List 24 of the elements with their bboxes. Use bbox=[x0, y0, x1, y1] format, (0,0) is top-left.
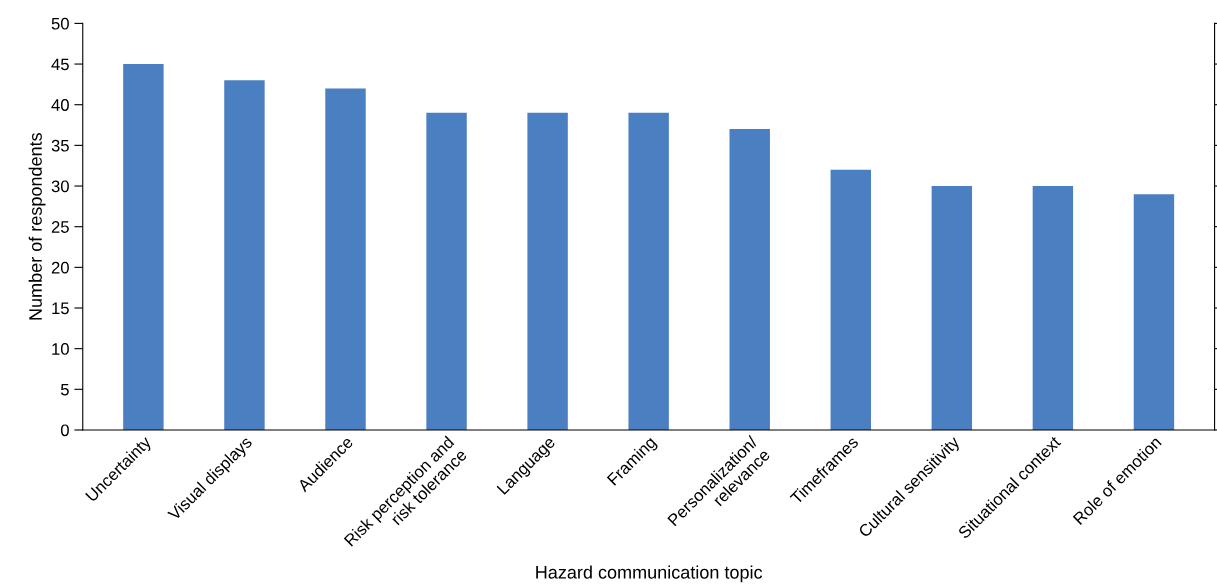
y-tick-label: 0 bbox=[60, 424, 69, 437]
bar bbox=[830, 169, 871, 430]
y-tick-label: 50 bbox=[51, 17, 69, 30]
y-tick-label: 10 bbox=[52, 343, 69, 355]
bar bbox=[628, 112, 669, 430]
bar bbox=[1032, 186, 1074, 430]
y-tick-label: 15 bbox=[52, 302, 69, 315]
bar bbox=[729, 129, 770, 430]
y-tick-label: 25 bbox=[51, 221, 69, 233]
bar bbox=[426, 112, 467, 430]
y-axis-title: Number of respondents bbox=[28, 132, 46, 320]
bar bbox=[123, 64, 164, 430]
bar bbox=[325, 88, 366, 430]
bar bbox=[931, 186, 973, 430]
bar bbox=[224, 80, 265, 430]
y-tick-label: 30 bbox=[51, 180, 69, 193]
y-tick-label: 40 bbox=[51, 99, 69, 111]
bar bbox=[1133, 194, 1175, 430]
y-tick-label: 20 bbox=[51, 261, 69, 274]
y-tick-label: 35 bbox=[51, 139, 69, 152]
x-axis-title: Hazard communication topic bbox=[536, 565, 763, 583]
bar bbox=[527, 112, 568, 430]
y-tick-label: 45 bbox=[51, 58, 69, 71]
y-tick-label: 5 bbox=[60, 383, 69, 396]
